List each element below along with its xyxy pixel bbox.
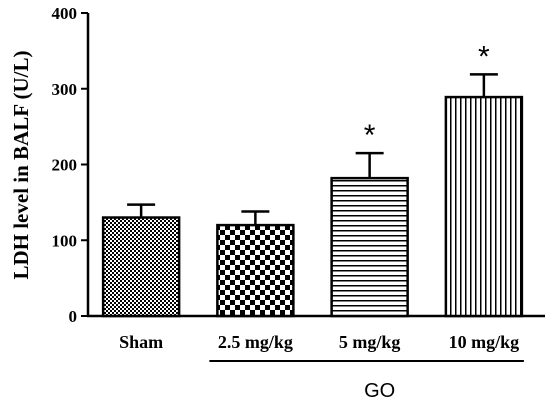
bars xyxy=(101,95,524,318)
significance-star: * xyxy=(478,40,490,73)
x-tick-label: Sham xyxy=(119,332,163,352)
y-tick-label: 300 xyxy=(52,80,78,99)
significance-markers: ** xyxy=(364,40,490,152)
y-tick-label: 200 xyxy=(52,156,78,175)
y-tick-label: 400 xyxy=(52,4,78,23)
y-axis-label: LDH level in BALF (U/L) xyxy=(9,50,33,279)
bar xyxy=(216,223,295,318)
y-tick-label: 100 xyxy=(52,231,78,250)
x-tick-labels: Sham 2.5 mg/kg 5 mg/kg 10 mg/kg xyxy=(119,332,519,352)
significance-star: * xyxy=(364,119,376,152)
group-label: GO xyxy=(364,380,395,402)
bar xyxy=(330,176,409,318)
bar xyxy=(101,216,181,318)
y-tick-label: 0 xyxy=(69,307,78,326)
error-bars xyxy=(127,73,498,226)
x-tick-label: 10 mg/kg xyxy=(449,332,520,352)
x-tick-label: 2.5 mg/kg xyxy=(218,332,293,352)
x-tick-label: 5 mg/kg xyxy=(339,332,401,352)
bar xyxy=(444,95,524,318)
y-ticks: 0 100 200 300 400 xyxy=(52,4,88,326)
